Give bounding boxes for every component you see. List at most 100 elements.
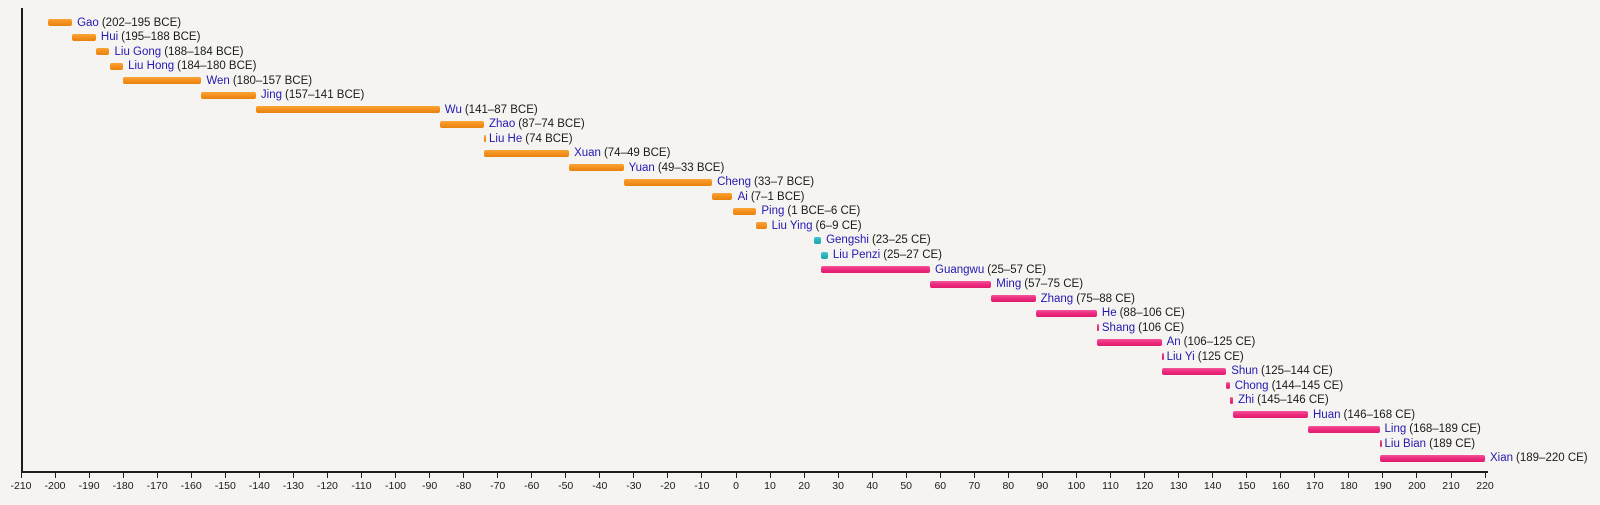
x-axis-tick-label: -60 — [524, 480, 540, 492]
x-axis-tick-label: 210 — [1442, 480, 1460, 492]
emperor-label: Ling (168–189 CE) — [1385, 422, 1481, 436]
reign-bar — [72, 33, 96, 41]
emperor-label: Zhang (75–88 CE) — [1041, 292, 1135, 306]
x-axis-tick-mark — [1314, 473, 1316, 478]
reign-bar — [484, 149, 570, 157]
emperor-name: Ai — [737, 190, 748, 203]
x-axis-tick-label: -190 — [78, 480, 100, 492]
x-axis-tick-label: 50 — [900, 480, 913, 492]
emperor-label: Zhao (87–74 BCE) — [489, 117, 585, 131]
x-axis-tick-mark — [1450, 473, 1452, 478]
emperor-label: Liu He (74 BCE) — [489, 132, 573, 146]
emperor-reign-dates: (157–141 BCE) — [285, 89, 365, 102]
reign-bar — [1229, 396, 1234, 404]
emperor-label: Shun (125–144 CE) — [1231, 364, 1332, 378]
emperor-label: Cheng (33–7 BCE) — [717, 175, 814, 189]
emperor-reign-dates: (125 CE) — [1197, 350, 1244, 363]
x-axis-tick-label: 110 — [1102, 480, 1119, 492]
x-axis-tick-mark — [429, 473, 431, 478]
reign-bar — [1226, 382, 1230, 390]
reign-bar — [1035, 309, 1097, 317]
x-axis-tick-mark — [939, 473, 941, 478]
x-axis-tick-label: 180 — [1340, 480, 1358, 492]
emperor-reign-dates: (106–125 CE) — [1183, 336, 1256, 349]
x-axis-tick-label: -100 — [384, 480, 407, 492]
emperor-name: Liu Gong — [114, 45, 162, 58]
reign-bar — [930, 280, 992, 288]
emperor-name: Liu Penzi — [832, 249, 881, 261]
x-axis-tick-label: -130 — [282, 480, 304, 492]
x-axis-tick-label: 120 — [1135, 480, 1154, 492]
reign-bar — [821, 251, 828, 259]
emperor-name: Xian — [1490, 452, 1514, 465]
x-axis-tick-label: -30 — [626, 480, 642, 492]
emperor-label: Hui (195–188 BCE) — [101, 30, 201, 44]
emperor-label: Liu Ying (6–9 CE) — [772, 219, 862, 233]
reign-bar — [1161, 367, 1227, 375]
x-axis-tick-mark — [497, 473, 499, 478]
x-axis-tick-mark — [1041, 473, 1043, 478]
reign-bar — [484, 135, 486, 143]
x-axis-tick-mark — [1348, 473, 1350, 478]
reign-bar — [821, 266, 930, 273]
x-axis-tick-mark — [122, 473, 124, 478]
emperor-label: Huan (146–168 CE) — [1313, 408, 1415, 422]
x-axis-tick-label: 100 — [1067, 480, 1086, 492]
x-axis-tick-mark — [667, 473, 669, 478]
x-axis-tick-mark — [463, 473, 465, 478]
emperor-name: Guangwu — [935, 263, 985, 276]
emperor-name: Zhao — [489, 118, 516, 131]
x-axis-tick-label: -40 — [592, 480, 608, 492]
reign-bar — [1096, 338, 1162, 346]
emperor-reign-dates: (7–1 BCE) — [750, 190, 805, 203]
x-axis-tick-mark — [1075, 473, 1077, 478]
x-axis-tick-mark — [292, 473, 294, 478]
emperor-name: Gao — [77, 16, 99, 29]
x-axis-tick-label: -210 — [10, 480, 32, 492]
emperor-label: He (88–106 CE) — [1102, 306, 1185, 320]
x-axis-tick-mark — [871, 473, 873, 478]
x-axis-tick-mark — [326, 473, 328, 478]
emperor-name: Wen — [206, 74, 230, 87]
emperor-name: Liu Yi — [1166, 350, 1195, 363]
emperor-name: Wu — [444, 103, 462, 116]
emperor-reign-dates: (1 BCE–6 CE) — [787, 205, 861, 218]
x-axis-tick-mark — [1416, 473, 1418, 478]
reign-bar — [1233, 411, 1308, 419]
x-axis-tick-label: 160 — [1271, 480, 1290, 492]
emperor-reign-dates: (88–106 CE) — [1119, 307, 1185, 320]
emperor-label: Guangwu (25–57 CE) — [935, 263, 1046, 277]
x-axis-tick-mark — [361, 473, 362, 478]
emperor-label: Liu Bian (189 CE) — [1385, 437, 1476, 451]
reign-bar — [623, 178, 713, 186]
x-axis-tick-mark — [701, 473, 703, 478]
reign-bar — [123, 77, 202, 85]
emperor-reign-dates: (141–87 BCE) — [464, 103, 538, 116]
x-axis-tick-mark — [1212, 473, 1214, 478]
x-axis-tick-label: 20 — [798, 480, 810, 492]
x-axis-tick-mark — [1110, 473, 1111, 478]
emperor-reign-dates: (87–74 BCE) — [518, 118, 585, 131]
emperor-reign-dates: (23–25 CE) — [871, 234, 931, 247]
emperor-reign-dates: (146–168 CE) — [1343, 408, 1416, 421]
reign-bar — [1161, 353, 1164, 361]
emperor-name: Huan — [1313, 408, 1341, 421]
emperor-reign-dates: (195–188 BCE) — [121, 31, 201, 43]
x-axis-tick-mark — [905, 473, 907, 478]
x-axis-tick-mark — [1246, 473, 1248, 478]
emperor-name: Liu Hong — [128, 60, 175, 73]
emperor-label: Liu Penzi (25–27 CE) — [833, 248, 942, 262]
x-axis-tick-mark — [973, 473, 975, 478]
x-axis-tick-label: 190 — [1374, 480, 1392, 492]
x-axis-tick-mark — [190, 473, 192, 478]
emperor-reign-dates: (184–180 BCE) — [177, 60, 257, 73]
x-axis-tick-label: -140 — [248, 480, 270, 492]
x-axis-tick-mark — [395, 473, 396, 478]
emperor-label: Ming (57–75 CE) — [996, 277, 1083, 291]
emperor-label: Liu Gong (188–184 BCE) — [115, 45, 244, 59]
reign-bar — [201, 91, 256, 99]
x-axis-tick-mark — [1382, 473, 1384, 478]
x-axis-tick-label: -70 — [490, 480, 506, 492]
x-axis-tick-mark — [1144, 473, 1145, 478]
x-axis-tick-label: 170 — [1306, 480, 1324, 492]
